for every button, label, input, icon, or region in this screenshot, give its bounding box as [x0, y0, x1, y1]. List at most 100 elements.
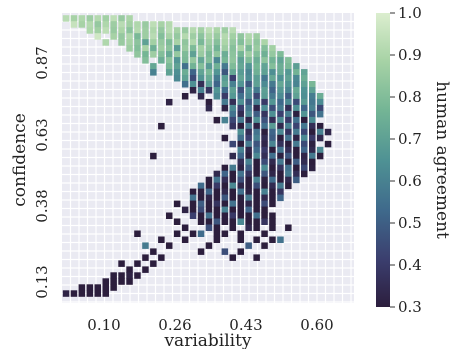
x-tick-label: 0.43 [229, 316, 262, 334]
heatmap-cell [221, 212, 229, 219]
heatmap-cell [189, 200, 197, 208]
heatmap-cell [134, 260, 141, 267]
heatmap-cell [213, 75, 221, 82]
heatmap-cell [158, 254, 165, 261]
heatmap-cell [245, 33, 252, 40]
heatmap-cell [197, 230, 205, 237]
colorbar-label: human agreement [432, 81, 452, 239]
heatmap-cell [126, 21, 133, 28]
heatmap-cell [229, 224, 236, 231]
heatmap-cell [301, 93, 308, 100]
heatmap-cell [237, 51, 244, 58]
heatmap-cell [102, 15, 109, 22]
heatmap-cell [142, 57, 149, 64]
heatmap-cell [142, 242, 149, 249]
heatmap-cell [277, 75, 284, 82]
heatmap-cell [245, 45, 252, 52]
heatmap-cell [189, 212, 197, 219]
heatmap-cell [166, 27, 173, 34]
heatmap-cell [229, 63, 236, 70]
heatmap-cell [189, 87, 197, 94]
heatmap-cell [142, 45, 149, 52]
heatmap-cell [253, 236, 260, 243]
heatmap-cell [245, 170, 252, 178]
heatmap-cell [237, 81, 244, 88]
heatmap-cell [277, 128, 284, 136]
heatmap-cell [269, 146, 276, 154]
heatmap-cell [253, 63, 260, 70]
heatmap-cell [293, 170, 300, 178]
heatmap-cell [253, 116, 260, 124]
heatmap-cell [173, 45, 181, 52]
heatmap-cell [213, 116, 221, 124]
heatmap-cell [229, 33, 236, 40]
colorbar-tick-label: 1.0 [398, 4, 422, 22]
heatmap-cell [205, 69, 213, 76]
colorbar-tick-label: 0.5 [398, 214, 422, 232]
heatmap-cell [166, 98, 173, 106]
heatmap-cell [277, 176, 284, 184]
heatmap-cell [213, 236, 221, 243]
heatmap-cell [229, 182, 236, 190]
heatmap-cell [285, 128, 292, 136]
heatmap-cell [293, 98, 300, 106]
heatmap-cell [301, 87, 308, 94]
heatmap-cell [126, 15, 133, 22]
heatmap-cell [277, 51, 284, 58]
heatmap-cell [324, 140, 332, 148]
heatmap-cell [189, 69, 197, 76]
heatmap-cell [181, 81, 189, 88]
heatmap-cell [245, 87, 252, 94]
heatmap-cell [261, 57, 268, 64]
heatmap-cell [277, 146, 284, 154]
heatmap-cell [213, 200, 221, 208]
heatmap-cell [181, 33, 189, 40]
heatmap-cell [253, 104, 260, 112]
heatmap-cell [245, 206, 252, 214]
heatmap-cell [221, 63, 229, 70]
heatmap-cell [213, 218, 221, 225]
y-tick-label: 0.63 [33, 118, 51, 151]
heatmap-cell [277, 87, 284, 94]
heatmap-cell [189, 27, 197, 34]
heatmap-cell [253, 93, 260, 100]
heatmap-cell [277, 134, 284, 142]
heatmap-cell [237, 128, 244, 136]
heatmap-cell [269, 128, 276, 136]
heatmap-cell [269, 182, 276, 190]
heatmap-cell [78, 21, 86, 28]
heatmap-cell [237, 39, 244, 46]
heatmap-cell [277, 110, 284, 118]
heatmap-cell [189, 81, 197, 88]
heatmap-cell [269, 218, 276, 225]
heatmap-cell [261, 164, 268, 172]
heatmap-cell [213, 182, 221, 190]
heatmap-cell [285, 87, 292, 94]
heatmap-cell [197, 63, 205, 70]
heatmap-cell [301, 116, 308, 124]
heatmap-cell [173, 63, 181, 70]
heatmap-cell [221, 51, 229, 58]
heatmap-cell [261, 140, 268, 148]
heatmap-cell [181, 45, 189, 52]
heatmap-cell [221, 93, 229, 100]
heatmap-cell [301, 122, 308, 130]
heatmap-cell [229, 116, 236, 124]
heatmap-cell [126, 27, 133, 34]
heatmap-cell [285, 93, 292, 100]
heatmap-cell [150, 51, 157, 58]
x-tick-label: 0.60 [300, 316, 333, 334]
heatmap-cell [285, 116, 292, 124]
heatmap-cell [269, 45, 276, 52]
heatmap-cell [205, 218, 213, 225]
heatmap-cell [253, 194, 260, 202]
heatmap-cell [285, 75, 292, 82]
heatmap-cell [166, 212, 173, 219]
heatmap-cell [213, 176, 221, 184]
heatmap-cell [309, 164, 316, 172]
heatmap-cell [221, 33, 229, 40]
heatmap-cell [245, 188, 252, 196]
heatmap-cell [221, 134, 229, 142]
heatmap-cell [173, 33, 181, 40]
heatmap-cell [221, 194, 229, 202]
